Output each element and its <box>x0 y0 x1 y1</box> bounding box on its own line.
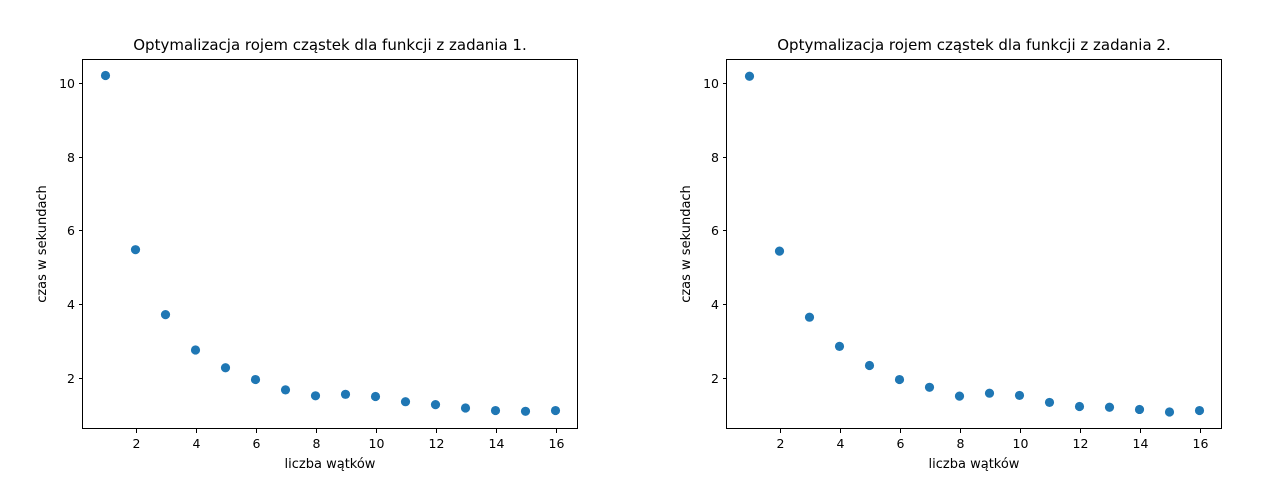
y-tick-label: 10 <box>703 76 719 91</box>
data-point <box>160 310 171 320</box>
x-tick-label: 12 <box>1073 436 1089 451</box>
x-tick-label: 4 <box>193 436 201 451</box>
y-axis-label: czas w sekundach <box>35 185 50 303</box>
y-tick-label: 8 <box>67 150 75 165</box>
x-tick-label: 16 <box>1193 436 1209 451</box>
data-point <box>190 345 201 355</box>
data-point <box>520 406 531 416</box>
x-tick-label: 12 <box>429 436 445 451</box>
x-tick-label: 6 <box>897 436 905 451</box>
data-point <box>310 391 321 401</box>
y-tick-label: 8 <box>711 150 719 165</box>
x-tick-label: 2 <box>777 436 785 451</box>
ticks: 2 4 6 8 10 12 14 16 2 4 6 8 10 <box>703 76 1208 451</box>
y-tick-label: 6 <box>67 223 75 238</box>
ticks: 2 4 6 8 10 12 14 16 2 4 6 8 10 <box>59 76 564 451</box>
data-point <box>1074 401 1085 412</box>
chart-task-1: Optymalizacja rojem cząstek dla funkcji … <box>35 36 578 472</box>
y-tick-label: 4 <box>67 297 75 312</box>
chart-title: Optymalizacja rojem cząstek dla funkcji … <box>133 36 527 54</box>
data-point <box>1104 402 1115 412</box>
data-point <box>804 312 815 322</box>
data-point <box>834 341 845 351</box>
data-point <box>250 374 261 385</box>
data-point <box>1164 407 1175 417</box>
x-tick-label: 4 <box>837 436 845 451</box>
x-axis-label: liczba wątków <box>285 457 376 472</box>
y-tick-label: 10 <box>59 76 75 91</box>
x-tick-label: 8 <box>313 436 321 451</box>
data-point <box>894 374 905 385</box>
y-tick-label: 2 <box>67 371 75 386</box>
data-point <box>340 389 351 399</box>
chart-title: Optymalizacja rojem cząstek dla funkcji … <box>777 36 1171 54</box>
data-point <box>490 405 501 416</box>
data-point <box>984 388 995 398</box>
data-point <box>100 70 111 81</box>
data-point <box>550 405 561 416</box>
data-point <box>400 397 411 407</box>
data-point <box>744 71 755 81</box>
x-axis-label: liczba wątków <box>929 457 1020 472</box>
y-tick-label: 6 <box>711 223 719 238</box>
x-tick-label: 8 <box>957 436 965 451</box>
data-point <box>954 391 965 401</box>
data-point <box>1134 404 1145 415</box>
data-point <box>924 382 935 392</box>
data-point <box>130 245 141 255</box>
x-tick-label: 10 <box>369 436 385 451</box>
y-axis-label: czas w sekundach <box>679 185 694 303</box>
y-tick-label: 2 <box>711 371 719 386</box>
x-tick-label: 14 <box>1133 436 1149 451</box>
plot-frame <box>82 59 578 429</box>
plot-frame <box>726 59 1222 429</box>
data-points <box>744 71 1205 417</box>
data-point <box>370 391 381 402</box>
data-point <box>460 403 471 413</box>
data-point <box>430 400 441 410</box>
data-point <box>280 385 291 395</box>
x-tick-label: 16 <box>549 436 565 451</box>
x-tick-label: 6 <box>253 436 261 451</box>
data-point <box>1044 397 1055 408</box>
data-point <box>1194 405 1205 416</box>
data-points <box>100 70 561 416</box>
data-point <box>864 360 875 371</box>
x-tick-label: 2 <box>133 436 141 451</box>
data-point <box>774 246 785 256</box>
y-tick-label: 4 <box>711 297 719 312</box>
data-point <box>1014 390 1025 401</box>
data-point <box>220 363 231 373</box>
x-tick-label: 10 <box>1013 436 1029 451</box>
chart-task-2: Optymalizacja rojem cząstek dla funkcji … <box>679 36 1222 472</box>
x-tick-label: 14 <box>489 436 505 451</box>
